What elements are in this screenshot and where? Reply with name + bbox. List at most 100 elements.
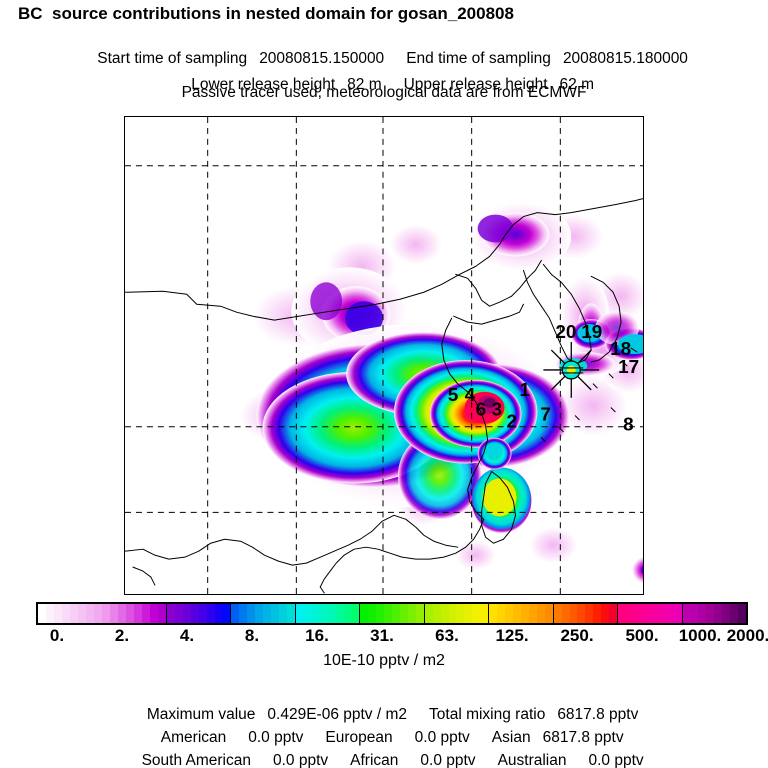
colorbar-step	[649, 604, 658, 623]
trajectory-label-4: 4	[465, 385, 476, 406]
colorbar-step	[110, 604, 119, 623]
colorbar-step	[480, 604, 489, 623]
start-time-value: 20080815.150000	[259, 50, 385, 67]
colorbar-step	[278, 604, 287, 623]
region-american-label: American	[160, 729, 227, 746]
colorbar-step	[424, 604, 433, 623]
max-value-value: 0.429E-06 pptv / m2	[267, 706, 408, 723]
colorbar-unit-label: 10E-10 pptv / m2	[323, 652, 445, 669]
region-african-label: African	[350, 752, 399, 768]
colorbar-tick-8: 250.	[560, 626, 594, 645]
colorbar-step	[440, 604, 449, 623]
colorbar	[36, 602, 748, 625]
colorbar-segment-8	[553, 604, 619, 623]
colorbar-tick-2: 4.	[179, 626, 195, 645]
region-australian-value: 0.0 pptv	[588, 752, 644, 768]
colorbar-step	[376, 604, 385, 623]
colorbar-step	[231, 604, 240, 623]
colorbar-step	[448, 604, 457, 623]
map-gridlines	[125, 117, 643, 594]
region-south-american-label: South American	[141, 752, 251, 768]
trajectory-label-1: 1	[519, 380, 530, 401]
trajectory-label-7: 7	[540, 405, 551, 426]
colorbar-step	[118, 604, 127, 623]
colorbar-step	[673, 604, 682, 623]
colorbar-step	[247, 604, 256, 623]
colorbar-tick-4: 16.	[305, 626, 329, 645]
colorbar-step	[593, 604, 602, 623]
end-time-label: End time of sampling	[406, 50, 551, 67]
colorbar-step	[698, 604, 707, 623]
colorbar-step	[222, 604, 231, 623]
colorbar-step	[706, 604, 715, 623]
colorbar-step	[690, 604, 699, 623]
colorbar-step	[295, 604, 304, 623]
trajectory-label-18: 18	[610, 339, 631, 360]
trajectory-label-8: 8	[623, 415, 634, 436]
colorbar-step	[384, 604, 393, 623]
footer-region-row-2: South American 0.0 pptv African 0.0 pptv Aus…	[0, 734, 768, 768]
colorbar-step	[472, 604, 481, 623]
tracer-note: Passive tracer used, meteorological data…	[181, 84, 587, 101]
colorbar-step	[626, 604, 634, 623]
colorbar-step	[577, 604, 586, 623]
region-american-value: 0.0 pptv	[248, 729, 304, 746]
colorbar-step	[134, 604, 143, 623]
colorbar-step	[730, 604, 739, 623]
colorbar-step	[85, 604, 94, 623]
colorbar-step	[665, 604, 674, 623]
colorbar-step	[126, 604, 135, 623]
colorbar-tick-7: 125.	[495, 626, 529, 645]
colorbar-segment-6	[424, 604, 490, 623]
colorbar-step	[714, 604, 723, 623]
colorbar-step	[77, 604, 86, 623]
colorbar-step	[255, 604, 264, 623]
colorbar-step	[407, 604, 416, 623]
colorbar-step	[368, 604, 377, 623]
colorbar-segment-9	[618, 604, 683, 623]
region-european-label: European	[325, 729, 393, 746]
trajectory-label-2: 2	[507, 412, 518, 433]
start-time-label: Start time of sampling	[97, 50, 248, 67]
trajectory-label-17: 17	[618, 357, 639, 378]
map-plot-area: 1 2 3 4 5 6 7 8 17 18 19 20	[124, 116, 644, 595]
colorbar-step	[641, 604, 650, 623]
total-mixing-ratio-label: Total mixing ratio	[429, 706, 546, 723]
colorbar-step	[738, 604, 747, 623]
colorbar-segment-4	[295, 604, 361, 623]
colorbar-tick-6: 63.	[435, 626, 459, 645]
colorbar-step	[561, 604, 570, 623]
colorbar-tick-11: 2000.	[726, 626, 768, 645]
colorbar-step	[38, 604, 46, 623]
end-time-value: 20080815.180000	[562, 50, 688, 67]
colorbar-tick-10: 1000.	[678, 626, 722, 645]
colorbar-tick-0: 0.	[49, 626, 65, 645]
colorbar-step	[303, 604, 312, 623]
region-australian-label: Australian	[497, 752, 567, 768]
colorbar-step	[166, 604, 175, 623]
colorbar-step	[609, 604, 618, 623]
trajectory-label-6: 6	[476, 400, 487, 421]
colorbar-step	[456, 604, 465, 623]
colorbar-tick-labels: 0. 2. 4. 8. 16. 31. 63. 125. 250. 500. 1000. 2000.	[0, 626, 768, 648]
region-african-value: 0.0 pptv	[420, 752, 476, 768]
colorbar-step	[319, 604, 328, 623]
colorbar-step	[239, 604, 248, 623]
colorbar-segment-3	[231, 604, 296, 623]
total-mixing-ratio-value: 6817.8 pptv	[557, 706, 639, 723]
trajectory-label-19: 19	[581, 322, 602, 343]
trajectory-label-5: 5	[448, 385, 459, 406]
colorbar-step	[182, 604, 191, 623]
colorbar-segment-1	[102, 604, 167, 623]
coastline-overlay	[125, 198, 643, 594]
colorbar-step	[432, 604, 441, 623]
colorbar-step	[53, 604, 62, 623]
lower-release-height-value: 82 m	[347, 76, 382, 93]
colorbar-step	[198, 604, 207, 623]
release-height-row: Lower release height 82 m Upper release he…	[0, 58, 768, 112]
colorbar-segment-7	[489, 604, 554, 623]
colorbar-segment-0	[38, 604, 103, 623]
receptor-star-icon	[543, 342, 600, 398]
colorbar-step	[69, 604, 78, 623]
